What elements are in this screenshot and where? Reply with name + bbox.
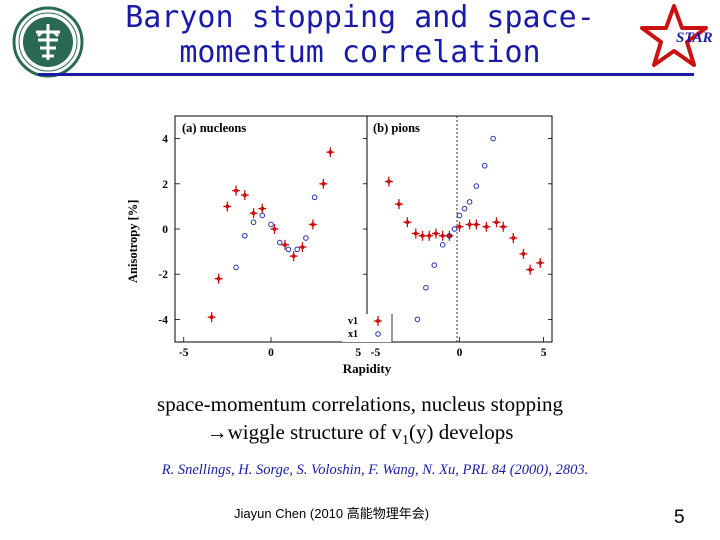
panel-a-ticks: -5 0 5 4 2 0 -2 -4 [158,134,367,359]
x-tick-label: 5 [541,347,547,359]
x-tick-label: 5 [355,347,361,359]
y-tick-label: 0 [162,224,168,236]
data-point-x1 [456,212,463,219]
data-point-v1 [472,219,481,230]
data-point-v1 [258,203,267,214]
data-point-v1 [482,221,491,232]
panel-a-label: (a) nucleons [182,121,246,135]
data-point-v1 [411,228,420,239]
data-point-x1 [414,316,421,323]
data-point-v1 [418,230,427,241]
slide-title: Baryon stopping and space-momentum corre… [125,0,595,70]
data-point-v1 [289,251,298,262]
legend-marker-v1 [374,316,382,326]
data-point-x1 [461,205,468,212]
data-point-v1 [232,185,241,196]
data-point-v1 [223,201,232,212]
data-point-x1 [490,135,496,142]
data-point-x1 [446,232,453,239]
caption: space-momentum correlations, nucleus sto… [0,390,720,455]
data-point-x1 [259,212,266,219]
data-point-v1 [509,233,518,244]
panel-b-points [384,135,545,323]
y-tick-label: -2 [158,269,168,281]
panel-b-ticks: -5 0 5 [371,138,552,359]
legend: v1 x1 [342,314,393,342]
data-point-v1 [384,176,393,187]
title-underline [38,73,694,76]
data-point-x1 [268,221,274,228]
data-point-x1 [276,239,283,246]
data-point-x1 [473,183,480,189]
data-point-v1 [438,230,447,241]
data-point-v1 [403,217,412,228]
caption-line-2-text: wiggle structure of v [227,420,402,444]
y-tick-label: 4 [162,134,168,146]
data-point-x1 [242,232,248,239]
page-number: 5 [674,507,685,528]
panel-b-label: (b) pions [373,121,420,135]
data-point-v1 [519,248,528,259]
data-point-x1 [466,199,473,205]
data-point-v1 [536,257,545,268]
data-point-v1 [298,242,307,253]
data-point-x1 [303,235,309,241]
data-point-x1 [439,242,446,248]
data-point-v1 [240,190,249,201]
legend-marker-x1 [375,331,381,337]
data-point-x1 [233,264,239,271]
data-point-v1 [249,208,258,219]
data-point-v1 [308,219,317,230]
data-point-x1 [285,246,292,253]
data-point-v1 [492,217,501,228]
data-point-x1 [250,219,257,226]
author-footer: Jiayun Chen (2010 高能物理年会) [234,506,430,521]
arrow-icon: → [206,420,228,444]
data-point-x1 [431,262,438,268]
reference: R. Snellings, H. Sorge, S. Voloshin, F. … [161,462,589,478]
y-tick-label: -4 [158,314,168,326]
data-point-v1 [280,239,289,250]
data-point-v1 [319,178,328,189]
data-point-v1 [526,264,535,275]
data-point-v1 [425,230,434,241]
star-logo-text: STAR [676,30,713,46]
data-point-v1 [455,221,464,232]
x-tick-label: 0 [457,347,463,359]
caption-line-2-sub: 1 [401,433,409,449]
caption-line-1: space-momentum correlations, nucleus sto… [157,392,563,416]
data-point-v1 [326,147,335,158]
y-tick-label: 2 [162,179,168,191]
data-point-v1 [270,224,279,234]
x-tick-label: 0 [268,347,274,359]
panel-a-points [207,147,335,323]
data-point-v1 [394,199,403,210]
legend-label-v1: v1 [348,316,358,327]
data-point-x1 [311,194,318,201]
x-tick-label: -5 [179,347,189,359]
x-axis-label: Rapidity [343,361,392,376]
data-point-x1 [423,284,429,291]
data-point-x1 [294,246,300,253]
data-point-v1 [431,228,440,239]
data-point-v1 [207,312,216,323]
legend-label-x1: x1 [348,329,358,340]
data-point-v1 [214,273,223,284]
x-tick-label: -5 [371,347,381,359]
data-point-x1 [481,162,488,169]
university-seal-logo [12,6,84,78]
caption-line-2: →wiggle structure of v1(y) develops [207,418,514,455]
star-logo: STAR [640,4,713,67]
y-axis-label: Anisotropy [%] [126,200,140,283]
data-point-v1 [465,219,474,230]
caption-line-2-tail: (y) develops [408,420,514,444]
data-point-v1 [499,221,508,232]
data-point-x1 [451,226,458,232]
